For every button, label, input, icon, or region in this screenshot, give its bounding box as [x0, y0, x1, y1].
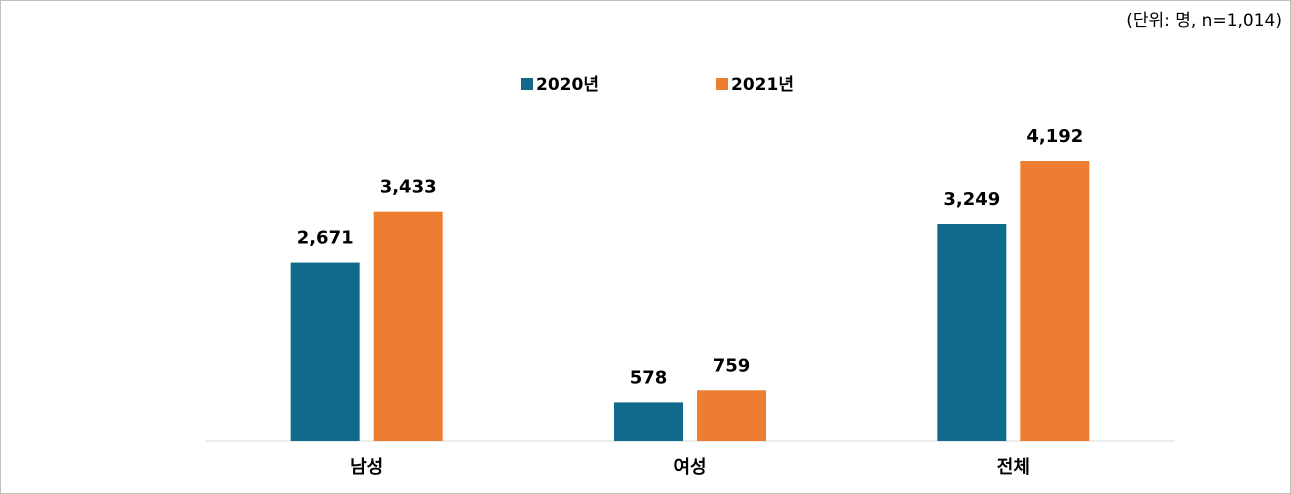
legend-label: 2020년: [536, 75, 599, 95]
x-tick-label: 전체: [997, 457, 1030, 478]
legend-swatch: [521, 78, 533, 90]
legend-swatch: [716, 78, 728, 90]
bar: [290, 262, 360, 441]
data-label: 3,249: [943, 189, 1000, 210]
bar: [1020, 161, 1090, 441]
data-label: 4,192: [1026, 126, 1083, 147]
bar: [373, 211, 443, 441]
bar: [697, 390, 766, 441]
data-label: 2,671: [297, 228, 354, 249]
data-label: 3,433: [380, 177, 437, 198]
data-label: 578: [630, 367, 668, 388]
data-label: 759: [713, 355, 751, 376]
bar: [614, 402, 683, 441]
bar: [937, 223, 1007, 441]
legend-label: 2021년: [731, 75, 794, 95]
chart-subtitle: (단위: 명, n=1,014): [1126, 11, 1282, 31]
x-tick-label: 여성: [673, 457, 706, 478]
x-tick-label: 남성: [350, 457, 383, 478]
